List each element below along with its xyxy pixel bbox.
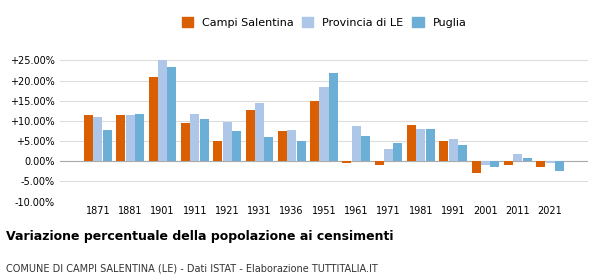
Bar [135, 114, 144, 161]
Bar [213, 141, 222, 161]
Bar [223, 122, 232, 161]
Bar [158, 60, 167, 161]
Bar [200, 119, 209, 161]
Bar [264, 137, 273, 161]
Bar [439, 141, 448, 161]
Bar [426, 129, 435, 161]
Bar [384, 149, 393, 161]
Bar [167, 67, 176, 161]
Bar [190, 114, 199, 161]
Bar [255, 103, 264, 161]
Bar [232, 131, 241, 161]
Bar [94, 117, 103, 161]
Bar [245, 110, 254, 161]
Bar [449, 139, 458, 161]
Text: Variazione percentuale della popolazione ai censimenti: Variazione percentuale della popolazione… [6, 230, 394, 242]
Bar [545, 161, 554, 163]
Bar [504, 161, 513, 165]
Bar [490, 161, 499, 167]
Bar [458, 145, 467, 161]
Bar [472, 161, 481, 173]
Bar [536, 161, 545, 167]
Bar [125, 115, 135, 161]
Bar [116, 115, 125, 161]
Bar [555, 161, 564, 171]
Bar [375, 161, 384, 165]
Bar [181, 123, 190, 161]
Bar [361, 136, 370, 161]
Bar [416, 129, 425, 161]
Bar [310, 101, 319, 161]
Bar [407, 125, 416, 161]
Bar [84, 115, 93, 161]
Legend: Campi Salentina, Provincia di LE, Puglia: Campi Salentina, Provincia di LE, Puglia [178, 14, 470, 31]
Bar [481, 161, 490, 165]
Bar [523, 158, 532, 161]
Text: COMUNE DI CAMPI SALENTINA (LE) - Dati ISTAT - Elaborazione TUTTITALIA.IT: COMUNE DI CAMPI SALENTINA (LE) - Dati IS… [6, 263, 378, 273]
Bar [278, 131, 287, 161]
Bar [394, 143, 403, 161]
Bar [352, 126, 361, 161]
Bar [103, 130, 112, 161]
Bar [513, 154, 523, 161]
Bar [296, 141, 305, 161]
Bar [343, 161, 352, 163]
Bar [149, 77, 158, 161]
Bar [287, 130, 296, 161]
Bar [319, 87, 329, 161]
Bar [329, 73, 338, 161]
